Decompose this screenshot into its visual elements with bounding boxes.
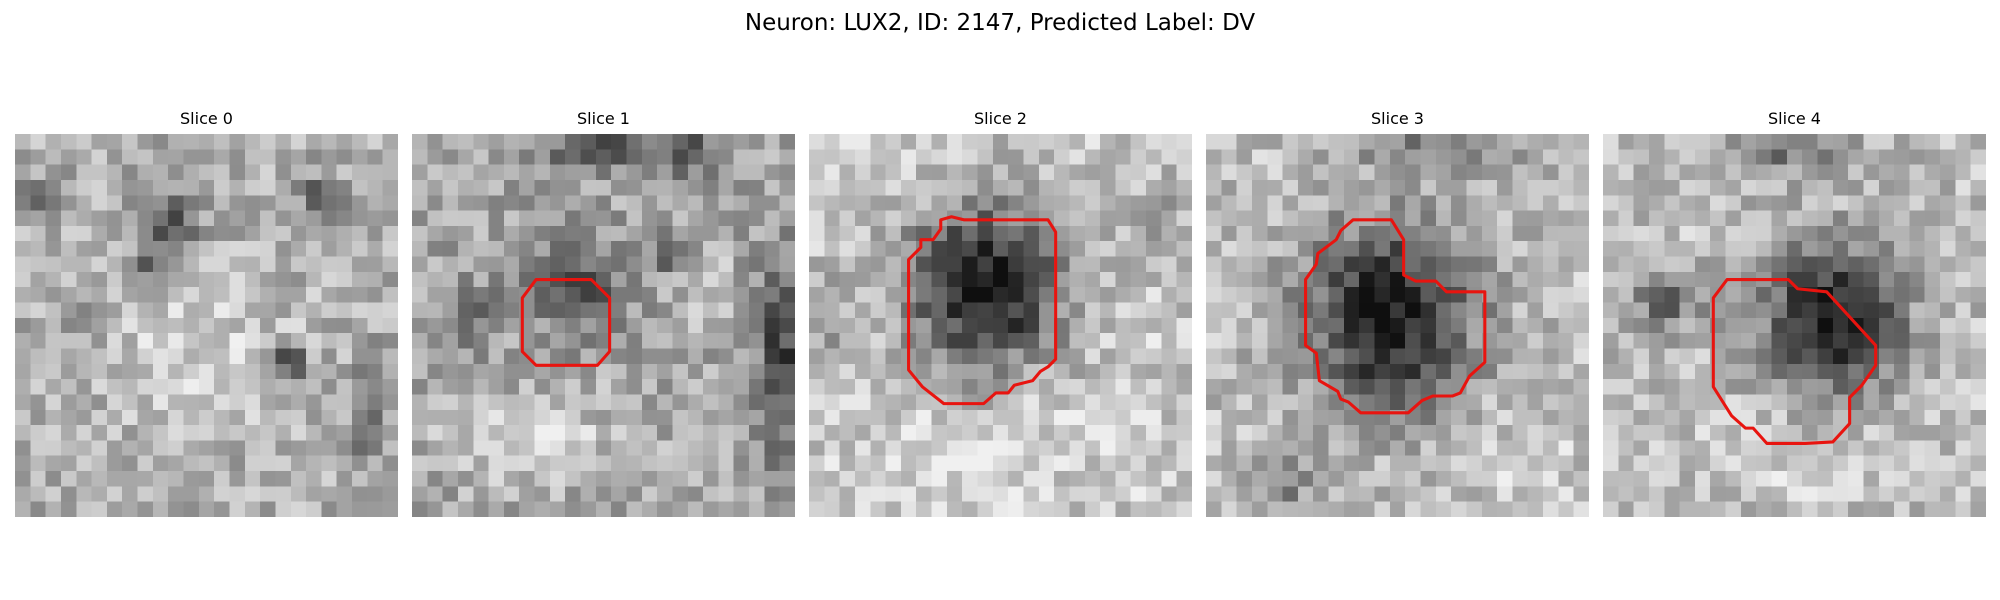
slice-image-1 bbox=[412, 134, 795, 517]
slice-title-3: Slice 3 bbox=[1371, 109, 1424, 128]
slice-title-0: Slice 0 bbox=[180, 109, 233, 128]
slice-title-1: Slice 1 bbox=[577, 109, 630, 128]
neuron-outline bbox=[1711, 278, 1878, 445]
slice-title-4: Slice 4 bbox=[1768, 109, 1821, 128]
slice-image-2 bbox=[809, 134, 1192, 517]
slice-title-2: Slice 2 bbox=[974, 109, 1027, 128]
neuron-outline bbox=[907, 215, 1058, 406]
figure-title: Neuron: LUX2, ID: 2147, Predicted Label:… bbox=[744, 10, 1256, 36]
slice-image-4 bbox=[1603, 134, 1986, 517]
neuron-outline bbox=[1304, 218, 1487, 415]
slice-image-3 bbox=[1206, 134, 1589, 517]
neuron-outline bbox=[520, 278, 612, 367]
slice-image-0 bbox=[15, 134, 398, 517]
